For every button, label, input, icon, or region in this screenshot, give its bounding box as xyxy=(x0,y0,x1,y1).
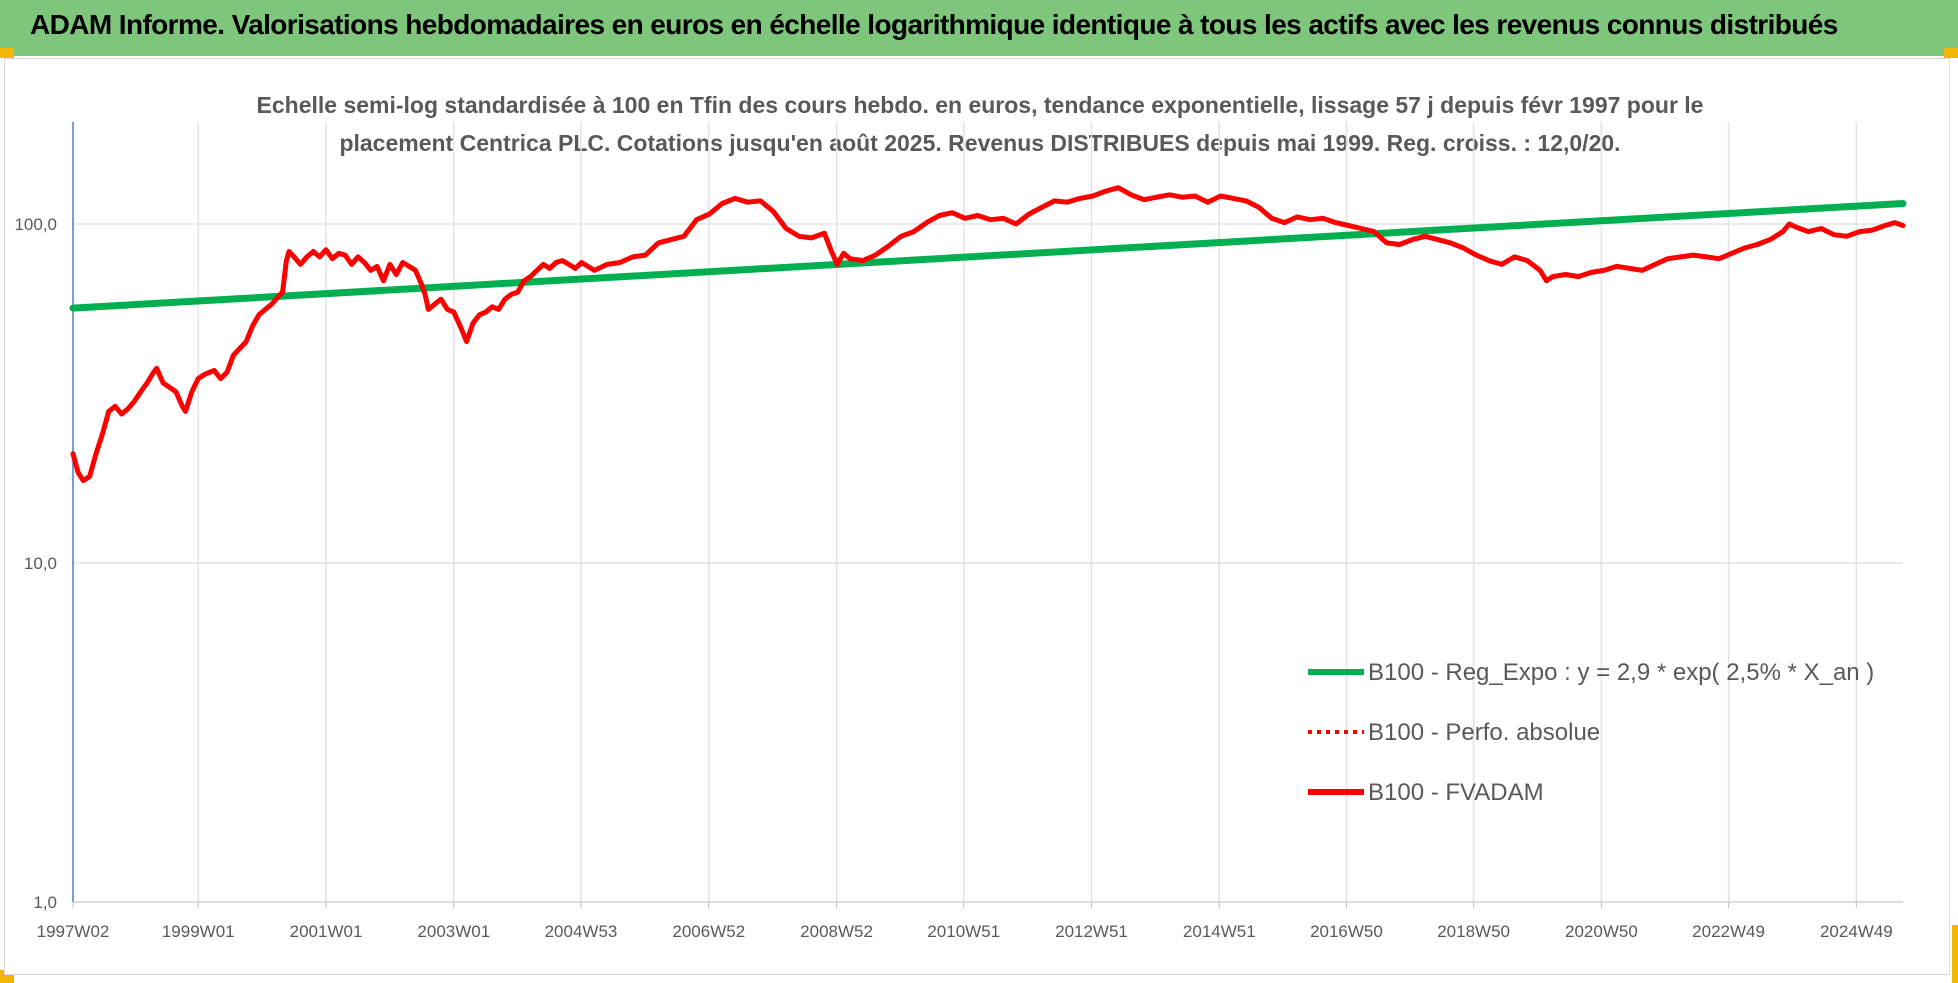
corner-marker-top-left xyxy=(0,48,14,58)
x-tick-label: 2006W52 xyxy=(672,922,745,941)
x-tick-label: 2014W51 xyxy=(1183,922,1256,941)
chart-grid xyxy=(72,122,1903,908)
regression-line xyxy=(69,200,1907,312)
x-tick-label: 2016W50 xyxy=(1310,922,1383,941)
corner-marker-top-right xyxy=(1944,48,1958,58)
page-title: ADAM Informe. Valorisations hebdomadaire… xyxy=(30,9,1838,40)
legend-label-1: B100 - Perfo. absolue xyxy=(1368,719,1600,746)
y-tick-label: 100,0 xyxy=(14,215,57,234)
chart-frame xyxy=(4,58,1950,975)
x-tick-label: 2008W52 xyxy=(800,922,873,941)
y-axis-ticks: 1,0 10,0 100,0 xyxy=(14,215,57,912)
x-tick-label: 2018W50 xyxy=(1437,922,1510,941)
x-tick-label: 2010W51 xyxy=(927,922,1000,941)
x-tick-label: 1999W01 xyxy=(162,922,235,941)
x-tick-label: 2024W49 xyxy=(1820,922,1893,941)
fvadam-line xyxy=(70,185,1906,484)
legend-label-2: B100 - FVADAM xyxy=(1368,779,1544,806)
x-tick-label: 2022W49 xyxy=(1692,922,1765,941)
chart-axes xyxy=(72,122,1903,903)
x-tick-label: 2004W53 xyxy=(545,922,618,941)
legend-label-0: B100 - Reg_Expo : y = 2,9 * exp( 2,5% * … xyxy=(1368,659,1874,686)
x-tick-label: 1997W02 xyxy=(37,922,110,941)
x-axis-ticks: 1997W02 1999W01 2001W01 2003W01 2004W53 2006W… xyxy=(37,922,1893,941)
x-tick-label: 2012W51 xyxy=(1055,922,1128,941)
x-tick-label: 2003W01 xyxy=(417,922,490,941)
y-tick-label: 1,0 xyxy=(33,893,57,912)
x-tick-label: 2020W50 xyxy=(1565,922,1638,941)
chart-series xyxy=(69,185,1907,484)
chart-legend: B100 - Reg_Expo : y = 2,9 * exp( 2,5% * … xyxy=(1308,659,1874,806)
header-banner: ADAM Informe. Valorisations hebdomadaire… xyxy=(0,0,1958,56)
chart-title-line-1: Echelle semi-log standardisée à 100 en T… xyxy=(256,92,1704,118)
x-tick-label: 2001W01 xyxy=(290,922,363,941)
corner-marker-bottom-right xyxy=(1952,925,1958,983)
chart-title: Echelle semi-log standardisée à 100 en T… xyxy=(150,86,1810,162)
y-tick-label: 10,0 xyxy=(24,554,57,573)
chart-title-line-2: placement Centrica PLC. Cotations jusqu'… xyxy=(339,130,1621,156)
